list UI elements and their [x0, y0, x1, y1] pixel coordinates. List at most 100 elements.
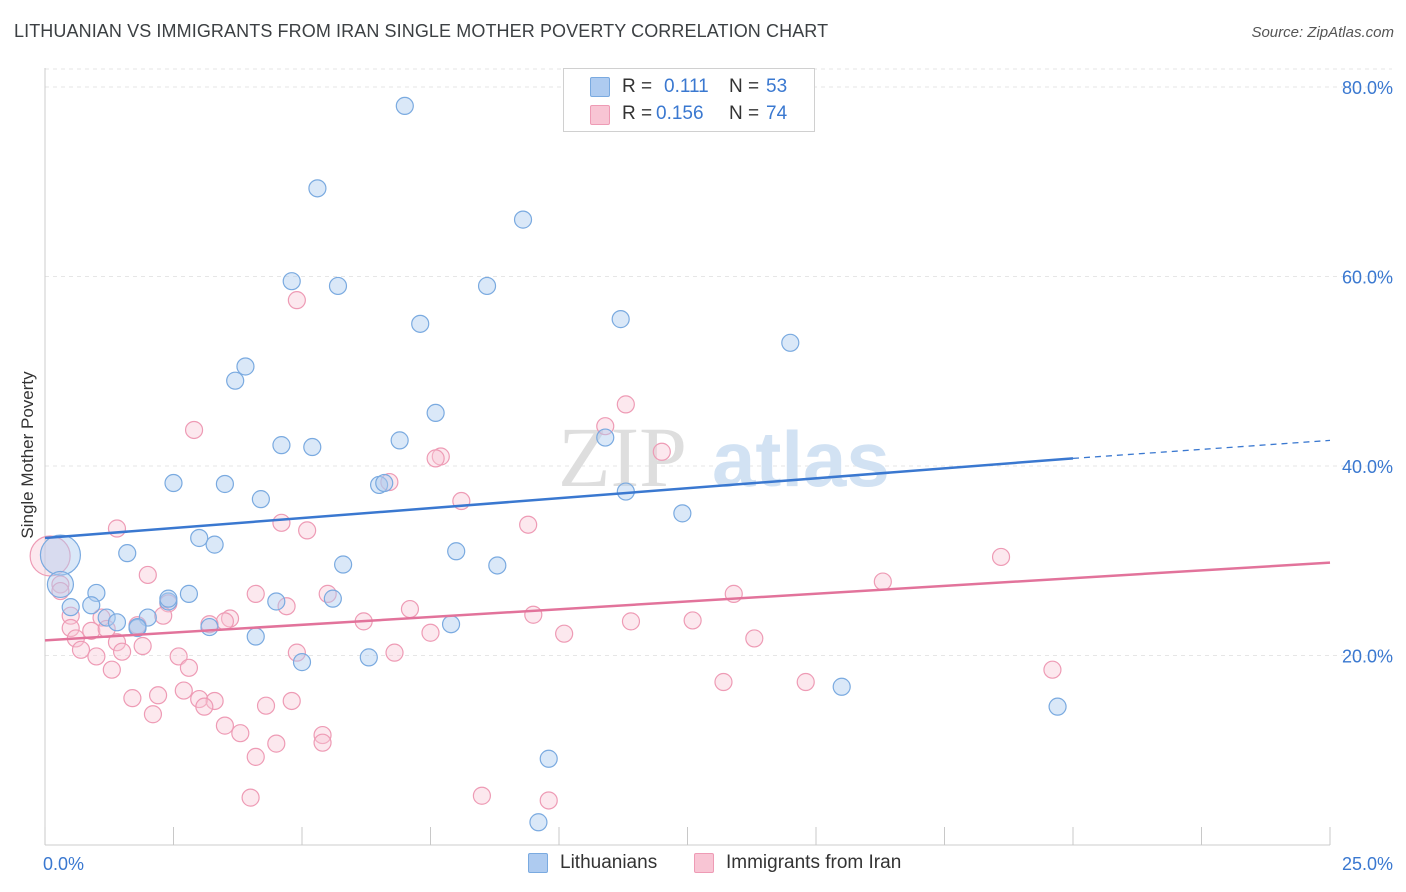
iran-point: [107, 519, 127, 538]
lithuanian-point: [334, 555, 353, 574]
iran-point: [555, 624, 574, 643]
iran-point: [272, 513, 291, 532]
iran-point: [138, 565, 157, 585]
iran-point: [195, 697, 214, 716]
legend-swatch-lithuanians: [590, 77, 610, 97]
stats-legend: R = 0.111 N = 53 R = 0.156 N = 74: [563, 68, 815, 132]
iran-point: [143, 705, 163, 724]
y-tick-label: 20.0%: [1342, 646, 1393, 666]
iran-point: [154, 606, 173, 625]
lithuanian-point: [159, 589, 178, 608]
iran-point: [524, 605, 543, 624]
iran-point: [174, 681, 193, 700]
iran-point: [205, 691, 224, 711]
legend-item-lithuanians: Lithuanians: [528, 852, 657, 874]
iran-point: [112, 642, 132, 661]
lithuanian-point: [292, 653, 312, 672]
lithuanian-point: [529, 813, 548, 832]
iran-point: [102, 660, 121, 679]
iran-point: [313, 733, 332, 752]
lithuanian-points: [39, 96, 1067, 832]
legend-n-value-iran: 74: [766, 103, 788, 124]
legend-r-value-lithuanians: 0.111: [664, 76, 709, 97]
iran-point: [51, 575, 70, 594]
lithuanian-point: [426, 403, 445, 423]
iran-point: [1043, 660, 1062, 679]
iran-point: [87, 647, 106, 666]
iran-point: [246, 747, 265, 766]
iran-point: [184, 420, 204, 440]
legend-r-label: R =: [622, 103, 653, 124]
x-tick-label: 25.0%: [1342, 854, 1393, 874]
lithuanian-point: [164, 473, 183, 493]
axes: [44, 68, 1331, 846]
lithuanian-point: [441, 615, 461, 634]
legend-label-lithuanians: Lithuanians: [560, 852, 658, 873]
legend-swatch-iran: [590, 105, 610, 125]
iran-point: [714, 672, 733, 692]
iran-point: [616, 395, 635, 414]
lithuanian-point: [411, 314, 430, 333]
lithuanian-point: [477, 276, 497, 296]
lithuanian-point: [359, 648, 378, 667]
iran-point: [652, 442, 671, 461]
lithuanian-point: [395, 96, 414, 116]
iran-point: [179, 658, 199, 677]
legend-r-value-iran: 0.156: [656, 103, 704, 124]
lithuanian-point: [375, 473, 394, 493]
iran-point: [148, 686, 168, 705]
x-tick-label: 0.0%: [43, 854, 84, 874]
iran-point: [123, 689, 142, 708]
iran-point: [298, 521, 317, 540]
watermark-atlas: atlas: [712, 415, 890, 503]
iran-point: [426, 449, 445, 468]
iran-point: [231, 724, 250, 743]
legend-n-value-lithuanians: 53: [766, 76, 788, 97]
lithuanian-point: [596, 428, 615, 447]
lithuanian-point: [118, 544, 137, 563]
lithuanian-point: [323, 589, 342, 608]
y-tick-label: 60.0%: [1342, 267, 1393, 287]
series-legend: Lithuanians Immigrants from Iran: [0, 852, 1406, 878]
legend-swatch-iran: [694, 853, 714, 873]
iran-point: [683, 611, 702, 630]
iran-point: [385, 643, 404, 662]
legend-r-label: R =: [622, 76, 653, 97]
legend-n-label: N =: [729, 103, 760, 124]
lithuanian-point: [513, 210, 533, 229]
iran-point: [539, 791, 558, 810]
iran-point: [380, 472, 399, 492]
lithuanian-point: [205, 535, 224, 554]
lithuanian-point: [308, 179, 327, 198]
y-tick-label: 80.0%: [1342, 78, 1393, 98]
lithuanian-point: [390, 431, 409, 450]
lithuanian-point: [46, 570, 75, 599]
iran-point: [287, 291, 306, 310]
lithuanian-point: [447, 542, 466, 561]
lithuanian-point: [673, 504, 692, 523]
legend-swatch-lithuanians: [528, 853, 548, 873]
iran-point: [51, 581, 70, 601]
lithuanian-point: [226, 371, 245, 390]
lithuanian-point: [215, 474, 234, 494]
trendline-lithuanians: [44, 457, 1074, 540]
trendline-iran: [44, 561, 1331, 642]
lithuanian-point: [488, 556, 507, 575]
lithuanian-point: [200, 617, 219, 637]
iran-point: [421, 623, 440, 642]
lithuanian-point: [272, 436, 291, 455]
iran-point: [241, 788, 260, 807]
lithuanian-point: [611, 310, 630, 329]
lithuanian-point: [246, 627, 265, 646]
lithuanian-point: [190, 528, 209, 548]
iran-point: [215, 716, 234, 735]
lithuanian-point: [251, 490, 270, 509]
iran-point: [873, 572, 892, 591]
trendline-lithuanians-extension: [1072, 439, 1331, 460]
lithuanian-point: [282, 272, 301, 291]
iran-point: [267, 734, 286, 753]
iran-point: [796, 672, 815, 692]
iran-point: [287, 643, 306, 662]
chart-title: LITHUANIAN VS IMMIGRANTS FROM IRAN SINGL…: [14, 21, 829, 41]
iran-point: [169, 647, 188, 666]
